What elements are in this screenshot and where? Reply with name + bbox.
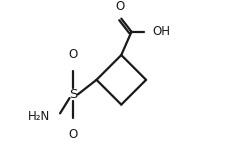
Text: OH: OH bbox=[151, 25, 169, 38]
Text: S: S bbox=[69, 88, 77, 101]
Text: O: O bbox=[115, 0, 124, 13]
Text: O: O bbox=[68, 48, 77, 61]
Text: H₂N: H₂N bbox=[27, 110, 50, 123]
Text: O: O bbox=[68, 128, 77, 141]
